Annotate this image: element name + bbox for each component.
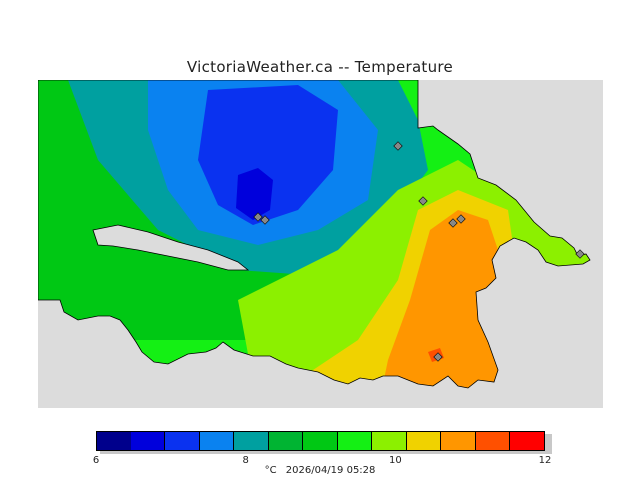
coastline [38, 80, 591, 389]
colorbar-swatch [165, 431, 200, 451]
colorbar-tick-label: 6 [92, 455, 100, 466]
colorbar-swatch [199, 431, 235, 451]
station-marker[interactable] [448, 218, 458, 228]
colorbar-swatch [234, 431, 269, 451]
station-marker[interactable] [575, 249, 585, 259]
colorbar-swatch [303, 431, 338, 451]
colorbar-swatch [406, 431, 442, 451]
station-marker[interactable] [393, 141, 403, 151]
colorbar [96, 431, 545, 451]
map-title: VictoriaWeather.ca -- Temperature [186, 58, 454, 76]
colorbar-tick-label: 8 [242, 455, 249, 466]
colorbar-swatch [475, 431, 511, 451]
temperature-map[interactable] [38, 80, 603, 408]
station-marker[interactable] [456, 214, 466, 224]
colorbar-tick-label: 12 [538, 455, 552, 466]
station-marker[interactable] [433, 352, 443, 362]
timestamp-label: 2026/04/19 05:28 [285, 465, 376, 476]
colorbar-swatch [372, 431, 407, 451]
colorbar-swatch [268, 431, 304, 451]
station-markers [253, 141, 585, 362]
colorbar-swatch [96, 431, 132, 451]
unit-label: °C [264, 465, 277, 476]
map-caption: °C 2026/04/19 05:28 [0, 465, 640, 476]
colorbar-swatch [337, 431, 373, 451]
colorbar-swatch [130, 431, 166, 451]
colorbar-swatch [441, 431, 476, 451]
station-marker[interactable] [253, 212, 263, 222]
inlet [92, 224, 250, 271]
colorbar-tick-label: 10 [388, 455, 402, 466]
station-marker[interactable] [418, 196, 428, 206]
station-marker[interactable] [260, 215, 270, 225]
colorbar-swatch [510, 431, 545, 451]
